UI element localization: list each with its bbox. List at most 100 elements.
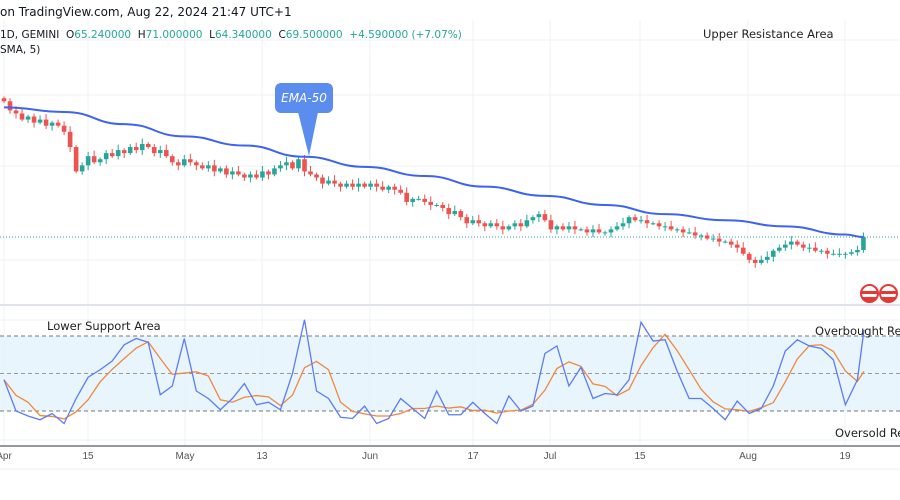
candle-body: [626, 217, 632, 224]
candle-body: [614, 226, 620, 230]
candle-body: [284, 162, 289, 166]
oscillator-line: [3, 319, 865, 425]
upper-resistance-label: Upper Resistance Area: [703, 27, 834, 41]
candle-body: [212, 165, 217, 172]
candle-body: [500, 226, 506, 230]
candle-body: [121, 150, 127, 154]
chart-source: on TradingView.com, Aug 22, 2024 21:47 U…: [0, 5, 292, 19]
close-label: C: [278, 29, 286, 41]
x-tick-label: 17: [467, 451, 479, 462]
candle-body: [620, 223, 626, 227]
candle-body: [169, 156, 175, 163]
candle-body: [680, 229, 686, 233]
candle-body: [494, 223, 500, 227]
candle-body: [813, 247, 818, 251]
candle-body: [542, 214, 548, 221]
candle-body: [422, 198, 427, 202]
candle-body: [344, 183, 349, 187]
candle-body: [674, 229, 680, 231]
candle-body: [728, 241, 734, 245]
candle-body: [536, 214, 542, 218]
candle-body: [566, 226, 572, 230]
candle-body: [314, 174, 319, 178]
candle-body: [278, 165, 283, 169]
candle-body: [764, 256, 770, 260]
candle-body: [584, 229, 590, 233]
candle-body: [855, 249, 860, 253]
us-flag-event-icon[interactable]: [879, 284, 898, 303]
candle-body: [374, 183, 379, 187]
close-value: 69.500000: [285, 29, 343, 41]
candle-body: [31, 116, 37, 123]
candle-body: [49, 122, 55, 126]
x-tick-label: 15: [82, 451, 94, 462]
open-label: O: [66, 29, 75, 41]
candle-body: [43, 119, 49, 126]
candle-body: [428, 201, 434, 205]
candle-body: [843, 253, 848, 255]
candle-body: [260, 171, 265, 178]
candle-body: [157, 150, 163, 154]
x-tick-label: Jul: [543, 451, 557, 462]
symbol[interactable]: 1D, GEMINI: [0, 29, 60, 41]
candle-body: [831, 253, 836, 255]
candle-body: [67, 131, 73, 148]
candle-body: [200, 165, 205, 169]
overbought-label: Overbought Reg: [815, 324, 900, 338]
candle-body: [446, 208, 452, 215]
candle-body: [296, 159, 301, 169]
candle-body: [698, 235, 704, 237]
candle-body: [182, 159, 187, 166]
candle-body: [482, 223, 488, 227]
candle-body: [91, 156, 97, 163]
candle-body: [61, 125, 67, 132]
grid: [0, 20, 900, 446]
candle-body: [109, 153, 115, 157]
candle-body: [783, 244, 788, 248]
x-tick-label: 13: [256, 451, 268, 462]
ohlc-legend: 1D, GEMINI O65.240000 H71.000000 L64.340…: [0, 29, 462, 41]
candle-body: [254, 174, 259, 178]
us-flag-event-icon[interactable]: [860, 284, 879, 303]
candle-body: [37, 119, 43, 123]
candle-body: [638, 220, 644, 222]
candle-body: [837, 253, 842, 255]
candle-body: [416, 198, 421, 200]
candle-body: [7, 101, 13, 111]
candle-body: [73, 147, 79, 172]
candle-body: [464, 217, 470, 224]
candle-body: [218, 168, 223, 172]
candle-body: [476, 220, 482, 224]
x-tick-label: 19: [839, 451, 851, 462]
candle-body: [151, 147, 157, 154]
candle-body: [776, 247, 782, 251]
candle-body: [206, 165, 211, 169]
candle-body: [686, 232, 692, 234]
candle-body: [85, 156, 91, 166]
low-value: 64.340000: [214, 29, 272, 41]
lower-support-label: Lower Support Area: [47, 319, 161, 333]
x-tick-label: 15: [634, 451, 646, 462]
high-label: H: [137, 29, 146, 41]
high-value: 71.000000: [145, 29, 203, 41]
candle-body: [392, 186, 397, 190]
candle-body: [650, 223, 656, 225]
candle-body: [13, 110, 19, 114]
ema-callout: EMA-50: [275, 83, 333, 113]
candle-body: [770, 250, 776, 257]
candle-body: [230, 171, 235, 175]
candle-body: [398, 189, 403, 193]
candle-body: [668, 226, 674, 230]
candle-body: [338, 183, 343, 187]
candle-body: [332, 180, 337, 184]
indicator-legend[interactable]: SMA, 5): [0, 44, 41, 56]
x-tick-label: Jun: [361, 451, 379, 462]
candle-body: [175, 162, 181, 166]
candle-body: [849, 252, 854, 254]
candle-body: [368, 183, 373, 187]
low-label: L: [209, 29, 215, 41]
candle-body: [704, 235, 710, 239]
candle-body: [807, 247, 812, 249]
candle-body: [524, 220, 530, 227]
